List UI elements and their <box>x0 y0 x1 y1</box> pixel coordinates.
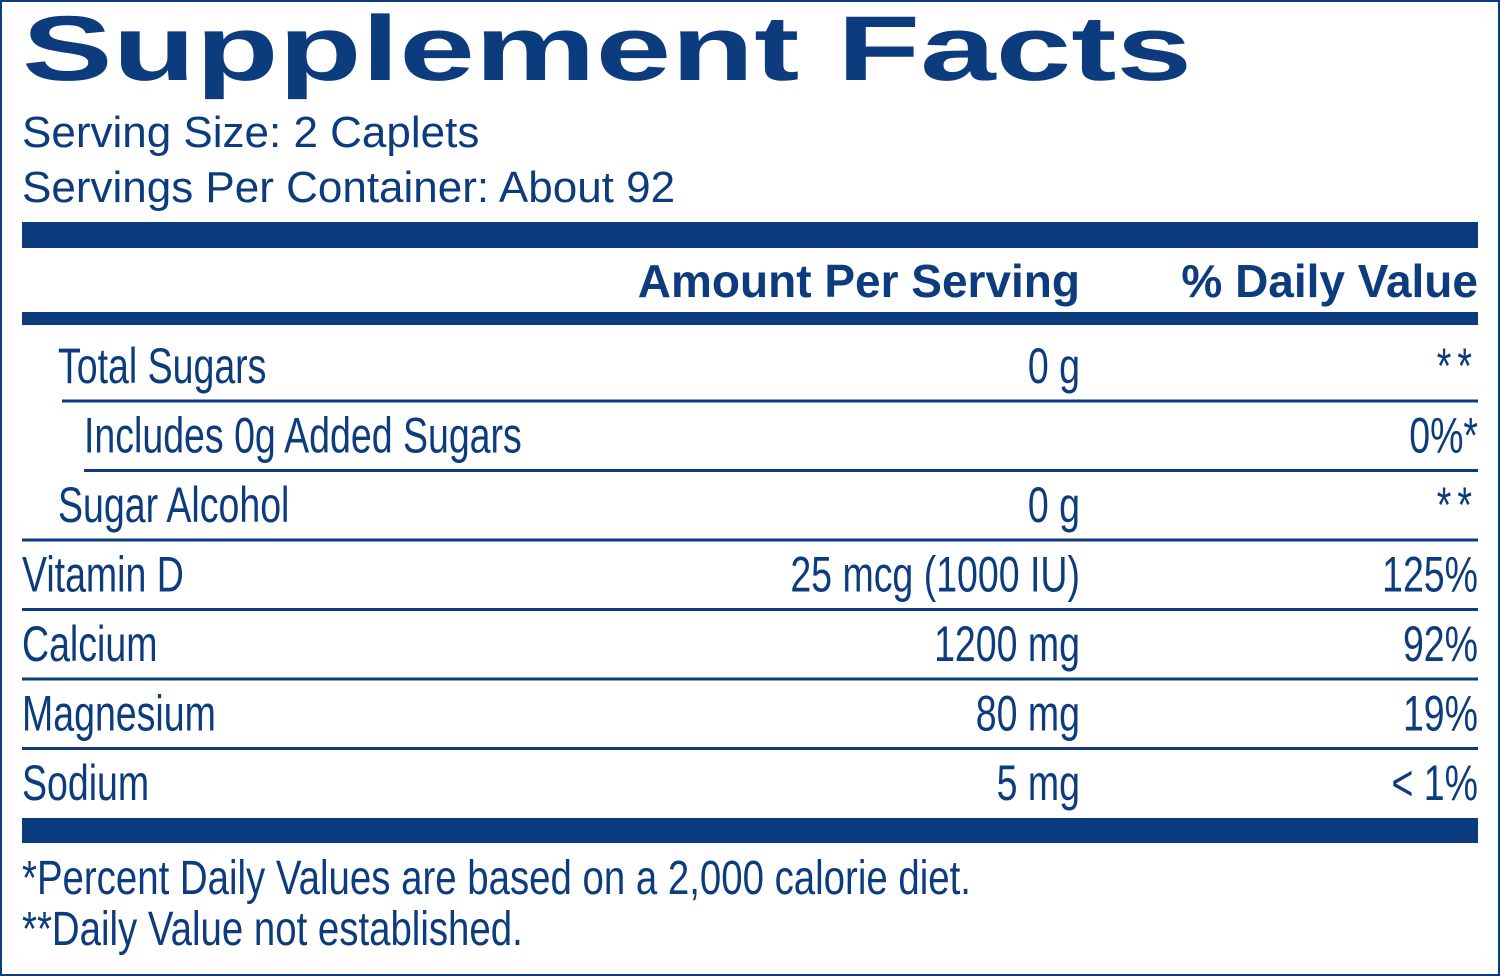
thick-rule <box>22 222 1478 248</box>
nutrient-name: Magnesium <box>22 686 216 741</box>
nutrient-name: Total Sugars <box>58 339 266 394</box>
nutrient-rows: Total Sugars 0 g ** Includes 0g Added Sugar… <box>22 339 1478 811</box>
column-header: Amount Per Serving <box>638 255 1080 307</box>
footnote: *Percent Daily Values are based on a 2,0… <box>22 852 971 905</box>
footnotes: *Percent Daily Values are based on a 2,0… <box>22 852 971 956</box>
title: Supplement Facts <box>22 0 1192 100</box>
daily-value: 19% <box>1403 686 1478 741</box>
amount: 25 mcg (1000 IU) <box>790 547 1080 602</box>
column-header: % Daily Value <box>1181 255 1478 307</box>
nutrient-name: Sugar Alcohol <box>58 478 289 533</box>
servings-per-container: Servings Per Container: About 92 <box>22 163 675 212</box>
amount: 80 mg <box>976 686 1080 741</box>
daily-value: 92% <box>1403 617 1478 672</box>
amount: 0 g <box>1028 478 1080 533</box>
daily-value: 125% <box>1382 547 1478 602</box>
daily-value: ** <box>1437 339 1478 394</box>
nutrient-name: Includes 0g Added Sugars <box>84 408 522 463</box>
nutrient-name: Vitamin D <box>22 547 184 602</box>
daily-value: < 1% <box>1391 756 1478 811</box>
daily-value: 0%* <box>1409 408 1478 463</box>
serving-size: Serving Size: 2 Caplets <box>22 108 479 157</box>
medium-rule <box>22 312 1478 325</box>
amount: 1200 mg <box>934 617 1080 672</box>
daily-value: ** <box>1437 478 1478 533</box>
amount: 0 g <box>1028 339 1080 394</box>
amount: 5 mg <box>997 756 1080 811</box>
footnote: **Daily Value not established. <box>22 903 523 956</box>
nutrient-name: Calcium <box>22 617 157 672</box>
nutrient-name: Sodium <box>22 756 149 811</box>
thick-rule <box>22 818 1478 843</box>
